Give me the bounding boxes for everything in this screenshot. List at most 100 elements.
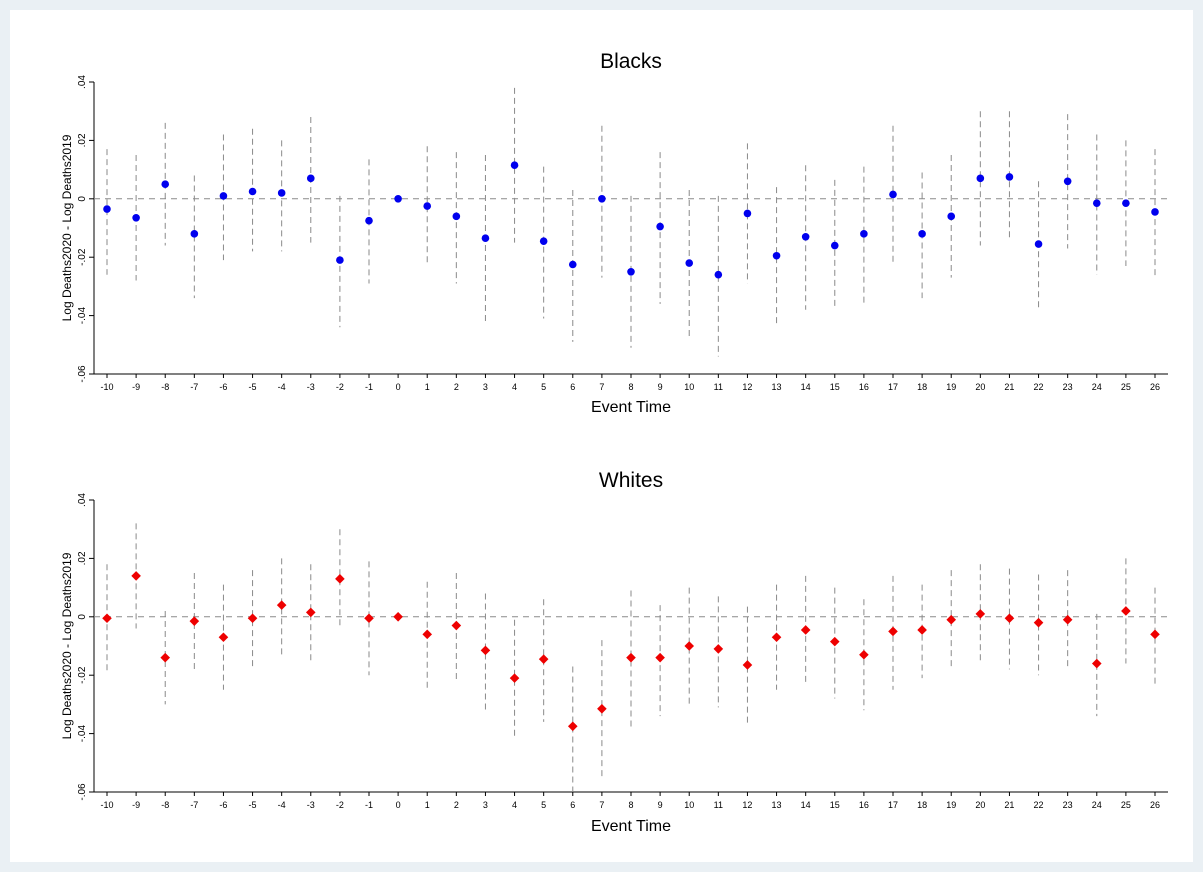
data-point xyxy=(1063,177,1072,186)
x-tick-label: -9 xyxy=(132,382,140,392)
data-point xyxy=(976,174,985,183)
data-point xyxy=(160,652,171,663)
x-tick-label: 15 xyxy=(830,800,840,810)
x-tick-label: -6 xyxy=(219,382,227,392)
x-tick-label: 1 xyxy=(425,382,430,392)
data-point xyxy=(219,192,228,200)
y-tick-label: 0 xyxy=(77,614,88,620)
chart-title: Whites xyxy=(599,469,663,492)
data-point xyxy=(947,212,956,221)
x-tick-label: -8 xyxy=(161,800,169,810)
data-point xyxy=(538,654,549,664)
x-tick-label: 2 xyxy=(454,382,459,392)
data-point xyxy=(888,626,898,637)
x-tick-label: 13 xyxy=(772,800,782,810)
data-point xyxy=(481,234,490,243)
data-point xyxy=(423,202,432,210)
data-point xyxy=(451,620,462,631)
y-tick-label: .04 xyxy=(77,75,88,89)
data-point xyxy=(800,625,811,635)
data-point xyxy=(889,190,897,199)
x-tick-label: 11 xyxy=(714,800,723,810)
chart-panel-1: Whites -.06 -.04 -.02 0 .02 .04 Log Deaths2020 … xyxy=(60,469,1168,835)
x-tick-label: -6 xyxy=(219,800,227,810)
x-tick-label: 20 xyxy=(975,382,985,392)
x-axis-label: Event Time xyxy=(591,399,671,416)
y-tick-label: 0 xyxy=(77,196,88,202)
x-tick-label: 6 xyxy=(570,800,575,810)
data-point xyxy=(713,644,724,654)
x-tick-label: -10 xyxy=(100,800,113,810)
data-point xyxy=(1122,199,1130,207)
x-tick-label: -4 xyxy=(278,800,286,810)
y-tick-label: .02 xyxy=(77,133,88,147)
data-point xyxy=(684,641,695,651)
x-tick-label: 11 xyxy=(714,382,723,392)
x-tick-label: 23 xyxy=(1063,382,1073,392)
data-point xyxy=(626,652,636,663)
x-tick-label: -2 xyxy=(336,800,344,810)
x-tick-label: -1 xyxy=(365,382,373,392)
data-point xyxy=(247,613,258,624)
x-tick-label: -3 xyxy=(307,382,315,392)
x-tick-label: 5 xyxy=(541,800,546,810)
x-tick-label: 12 xyxy=(742,382,752,392)
data-point xyxy=(1150,629,1160,640)
data-point xyxy=(1034,240,1043,248)
x-tick-label: 14 xyxy=(801,382,811,392)
data-point xyxy=(509,673,520,683)
x-tick-label: 22 xyxy=(1034,800,1044,810)
data-point xyxy=(1004,613,1015,624)
x-tick-label: 9 xyxy=(658,800,663,810)
x-tick-label: 8 xyxy=(628,382,633,392)
chart-title: Blacks xyxy=(600,50,662,73)
x-tick-label: 21 xyxy=(1004,382,1014,392)
x-tick-label: 19 xyxy=(946,382,956,392)
data-point xyxy=(830,241,839,250)
data-point xyxy=(132,213,140,222)
x-tick-label: -9 xyxy=(132,800,140,810)
x-tick-label: 7 xyxy=(599,382,604,392)
x-tick-label: 9 xyxy=(658,382,663,392)
x-tick-label: -7 xyxy=(190,800,198,810)
x-tick-label: 18 xyxy=(917,800,927,810)
x-tick-label: 26 xyxy=(1150,800,1160,810)
data-point xyxy=(1033,617,1044,628)
y-tick-label: -.06 xyxy=(77,365,88,383)
x-tick-label: 17 xyxy=(888,382,898,392)
data-point xyxy=(365,216,373,225)
data-point xyxy=(1005,173,1014,181)
x-tick-label: 5 xyxy=(541,382,546,392)
data-point xyxy=(975,609,986,619)
x-tick-label: 6 xyxy=(570,382,575,392)
x-tick-label: 2 xyxy=(454,800,459,810)
x-tick-label: 25 xyxy=(1121,382,1131,392)
data-point xyxy=(859,649,869,660)
x-tick-label: -5 xyxy=(249,382,257,392)
data-point xyxy=(598,195,606,203)
data-point xyxy=(480,645,491,656)
data-point xyxy=(218,632,229,643)
x-tick-label: 4 xyxy=(512,800,517,810)
data-point xyxy=(918,230,926,238)
data-point xyxy=(714,270,723,279)
x-tick-label: 0 xyxy=(396,382,401,392)
x-tick-label: 0 xyxy=(396,800,401,810)
x-tick-label: 1 xyxy=(425,800,430,810)
x-tick-label: 7 xyxy=(599,800,604,810)
data-point xyxy=(946,614,957,625)
data-point xyxy=(656,222,664,231)
y-tick-label: .04 xyxy=(77,493,88,507)
data-point xyxy=(452,212,461,221)
data-point xyxy=(306,174,315,183)
x-tick-label: 23 xyxy=(1063,800,1073,810)
data-point xyxy=(567,721,578,732)
data-point xyxy=(829,636,840,647)
data-point xyxy=(103,205,111,213)
x-tick-label: 3 xyxy=(483,382,488,392)
data-point xyxy=(801,232,810,241)
x-tick-label: 22 xyxy=(1034,382,1044,392)
data-point xyxy=(771,632,782,643)
x-tick-label: 24 xyxy=(1092,382,1102,392)
